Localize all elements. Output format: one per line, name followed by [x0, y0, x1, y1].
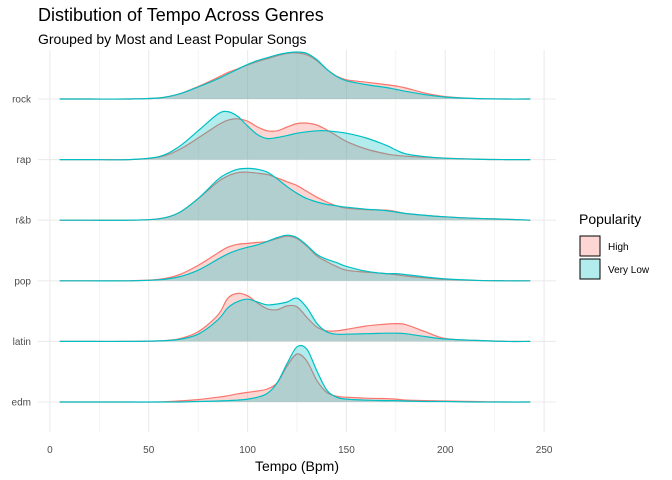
x-tick-label: 150 [338, 445, 355, 456]
ridge-line-rock-very-low [59, 51, 531, 100]
ridge-area-edm-very-low [59, 345, 531, 403]
y-tick-labels: edm latin pop r&b rap rock [12, 95, 32, 409]
ridge-line-edm-very-low [59, 344, 531, 403]
x-tick-label: 100 [239, 445, 256, 456]
ridge-area-r&b-high [59, 172, 531, 221]
ridge-line-pop-high [59, 235, 531, 282]
x-tick-label: 0 [47, 445, 53, 456]
ridge-line-edm-high [59, 353, 531, 403]
chart-subtitle: Grouped by Most and Least Popular Songs [38, 31, 307, 47]
ridge-area-r&b-very-low [59, 168, 531, 221]
legend-label: High [608, 242, 629, 253]
legend-title: Popularity [579, 211, 641, 227]
x-axis-label: Tempo (Bpm) [255, 458, 339, 474]
x-tick-label: 250 [536, 445, 553, 456]
x-tick-label: 50 [143, 445, 155, 456]
legend-label: Very Low [608, 265, 650, 276]
ridge-line-latin-high [59, 292, 531, 343]
ridges [59, 51, 531, 403]
ridge-area-pop-high [59, 236, 531, 281]
chart-title: Distibution of Tempo Across Genres [38, 5, 324, 25]
y-tick-label: rap [17, 155, 32, 166]
y-tick-label: pop [14, 276, 31, 287]
ridge-area-latin-very-low [59, 298, 531, 342]
legend-swatch [579, 235, 601, 257]
ridge-line-rap-very-low [59, 110, 531, 161]
ridge-area-rap-high [59, 118, 531, 160]
ridge-area-latin-high [59, 293, 531, 342]
x-tick-labels: 0 50 100 150 200 250 [47, 445, 553, 456]
ridge-area-rock-very-low [59, 51, 531, 100]
y-tick-label: r&b [15, 216, 31, 227]
y-tick-label: rock [12, 95, 32, 106]
legend: Popularity High Very Low [579, 211, 650, 280]
ridge-line-r&b-very-low [59, 167, 531, 221]
ridge-area-rock-high [59, 52, 531, 100]
x-tick-label: 200 [437, 445, 454, 456]
ridge-area-rap-very-low [59, 111, 531, 160]
y-tick-label: edm [12, 398, 31, 409]
ridge-line-rap-high [59, 118, 531, 161]
ridge-line-pop-very-low [59, 234, 531, 282]
ridge-area-edm-high [59, 353, 531, 403]
legend-swatch [579, 258, 601, 280]
y-tick-label: latin [13, 337, 31, 348]
ridge-line-latin-very-low [59, 297, 531, 343]
ridge-area-pop-very-low [59, 235, 531, 281]
